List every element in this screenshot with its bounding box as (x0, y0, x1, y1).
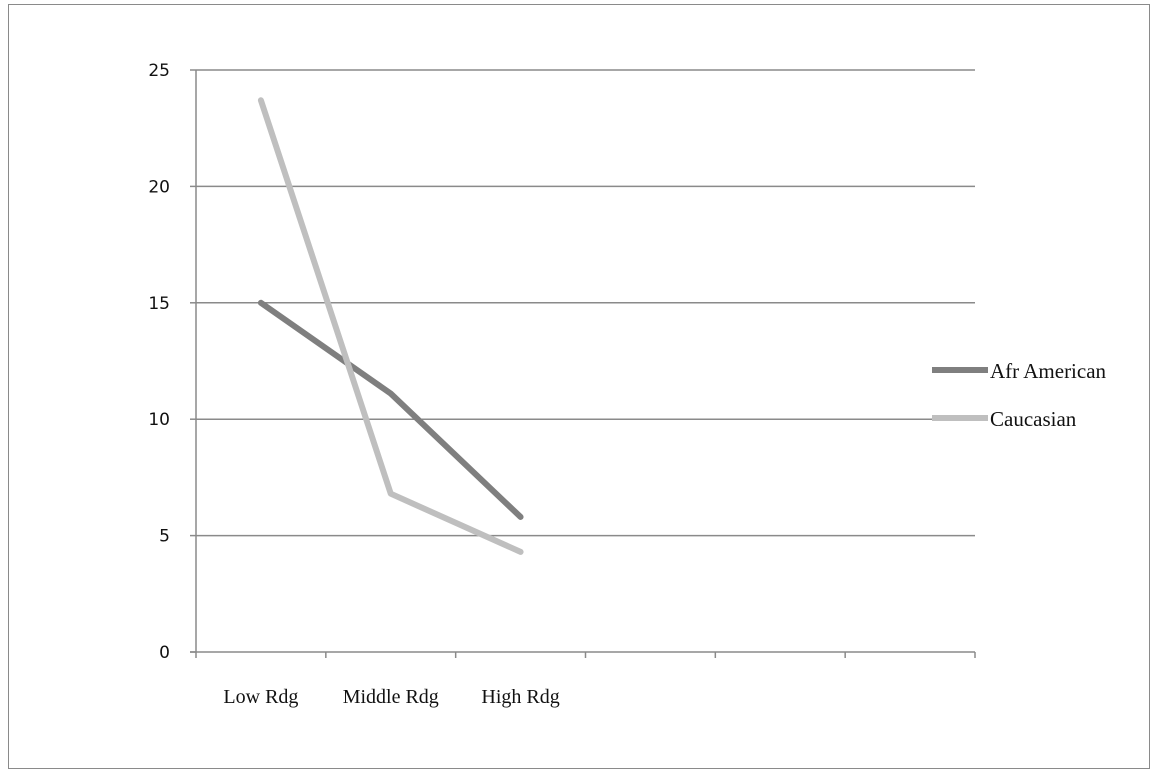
y-tick-label: 25 (148, 61, 170, 81)
x-tick-labels: Low Rdg Middle Rdg High Rdg (223, 686, 559, 708)
gridlines (190, 69, 976, 658)
x-tick-label: High Rdg (481, 686, 559, 708)
legend-label: Afr American (990, 359, 1107, 383)
x-tick-label: Low Rdg (223, 686, 298, 708)
x-tick-label: Middle Rdg (343, 686, 439, 708)
legend: Afr American Caucasian (932, 359, 1107, 431)
y-tick-labels: 0 5 10 15 20 25 (148, 61, 170, 663)
chart-frame (8, 4, 1150, 769)
y-tick-label: 15 (148, 294, 170, 314)
series-line-caucasian (257, 97, 524, 555)
y-tick-label: 0 (159, 643, 170, 663)
axes (190, 70, 975, 653)
series-lines (257, 97, 524, 555)
legend-label: Caucasian (990, 407, 1077, 431)
y-tick-label: 10 (148, 410, 170, 430)
y-tick-label: 20 (148, 177, 170, 197)
y-tick-label: 5 (159, 527, 170, 547)
